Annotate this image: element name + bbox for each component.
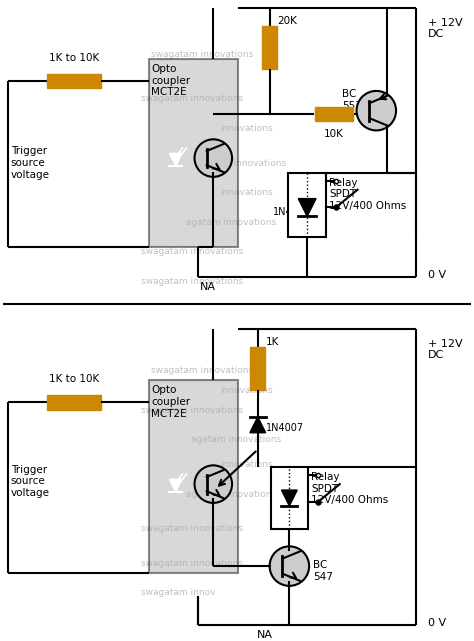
Text: Opto
coupler
MCT2E: Opto coupler MCT2E [151,385,190,419]
Text: swagatam innovations: swagatam innovations [141,559,243,568]
Text: innovations: innovations [220,386,273,395]
Polygon shape [250,417,265,433]
Circle shape [194,139,232,177]
Text: swagatam innovations: swagatam innovations [141,277,243,286]
Text: innovations: innovations [220,124,273,133]
Text: 0 V: 0 V [428,619,446,628]
Text: swagatam innovations: swagatam innovations [141,94,243,103]
Circle shape [356,91,396,130]
Text: NA: NA [256,630,273,640]
Text: agatam innovations: agatam innovations [191,435,281,444]
Bar [315,106,353,121]
Bar [271,467,308,529]
Text: 1N4007: 1N4007 [265,423,304,433]
Text: Relay
SPDT
12V/400 Ohms: Relay SPDT 12V/400 Ohms [311,472,388,506]
Text: BC
557: BC 557 [342,89,362,110]
Bar [250,347,265,390]
Circle shape [270,546,309,586]
Bar [149,380,238,573]
Text: agatam innovations: agatam innovations [195,158,286,167]
Text: Opto
coupler
MCT2E: Opto coupler MCT2E [151,64,190,97]
Bar [47,395,100,410]
Circle shape [194,465,232,503]
Text: swagatam innov: swagatam innov [141,588,216,597]
Polygon shape [169,153,182,166]
Text: + 12V
DC: + 12V DC [428,339,462,360]
Bar [288,173,326,237]
Bar [47,74,100,88]
Text: 10K: 10K [324,129,344,140]
Text: NA: NA [201,281,216,292]
Text: Trigger
source
voltage: Trigger source voltage [11,465,50,498]
Polygon shape [298,199,316,217]
Text: Relay
SPDT
12V/400 Ohms: Relay SPDT 12V/400 Ohms [329,178,406,211]
Text: BC
547: BC 547 [313,560,333,582]
Bar [149,59,238,247]
Text: innovations: innovations [220,188,273,197]
Text: swagatam innovations: swagatam innovations [141,247,243,256]
Text: swagatam innovations: swagatam innovations [141,406,243,415]
Text: 0 V: 0 V [428,270,446,279]
Bar [262,26,277,69]
Text: swagatam innovations: swagatam innovations [151,50,253,59]
Text: swagatam innovations: swagatam innovations [141,524,243,533]
Text: 20K: 20K [277,16,297,26]
Text: 1N4007: 1N4007 [273,208,310,217]
Polygon shape [169,479,182,492]
Text: 1K: 1K [265,337,279,347]
Text: 1K to 10K: 1K to 10K [49,374,99,385]
Text: swagatam innovations: swagatam innovations [151,366,253,375]
Text: 1K to 10K: 1K to 10K [49,53,99,63]
Text: Trigger
source
voltage: Trigger source voltage [11,146,50,179]
Polygon shape [282,490,297,506]
Text: innovations: innovations [220,460,273,469]
Text: + 12V
DC: + 12V DC [428,18,462,39]
Text: agatam innovations: agatam innovations [186,490,276,499]
Text: agatam innovations: agatam innovations [186,218,276,227]
